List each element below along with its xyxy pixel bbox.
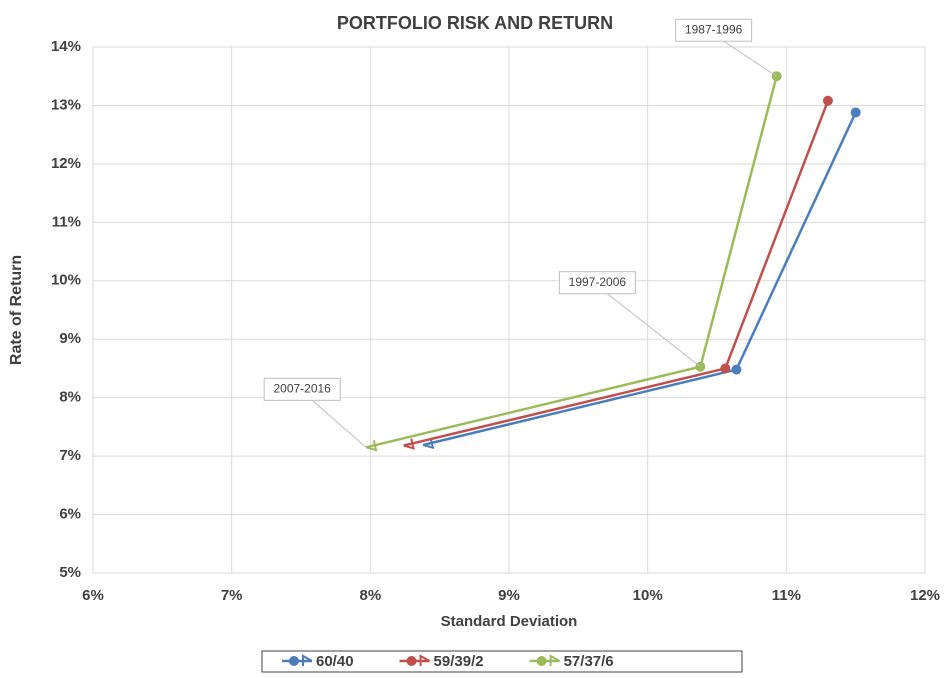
legend-box (261, 650, 743, 673)
legend-label: 59/39/2 (434, 653, 484, 670)
point-label: 1987-1996 (685, 22, 743, 36)
series-line (365, 75, 778, 449)
callout-line (723, 40, 777, 77)
point (850, 107, 861, 118)
point (731, 364, 742, 375)
legend-label: 57/37/6 (564, 653, 614, 670)
legend-marker (406, 656, 417, 666)
y-tick-label: 6% (59, 506, 81, 523)
x-axis-label: Standard Deviation (441, 613, 578, 630)
callout-line (607, 293, 701, 368)
y-tick-label: 5% (59, 564, 81, 581)
y-tick-label: 13% (51, 96, 81, 113)
x-tick-label: 9% (498, 587, 520, 604)
chart-title: PORTFOLIO RISK AND RETURN (337, 13, 613, 33)
legend-marker (536, 656, 547, 666)
y-tick-label: 11% (52, 213, 81, 230)
end-arrow (365, 440, 378, 452)
legend-marker (289, 656, 299, 666)
y-tick-label: 10% (51, 272, 81, 289)
y-tick-label: 8% (59, 389, 81, 406)
plot-border (92, 46, 926, 574)
legend-arrow (419, 654, 431, 666)
end-arrow (403, 438, 415, 450)
y-tick-label: 9% (59, 330, 81, 347)
point (822, 95, 833, 106)
x-tick-label: 8% (359, 587, 381, 604)
callout-box (558, 271, 636, 295)
point (720, 363, 731, 374)
y-axis-label: Rate of Return (8, 255, 25, 365)
x-tick-label: 12% (910, 587, 940, 604)
callout-line (311, 399, 367, 448)
x-tick-label: 7% (221, 587, 243, 604)
point-label: 2007-2016 (273, 382, 331, 396)
point-label: 1997-2006 (569, 275, 627, 289)
x-tick-label: 6% (82, 587, 104, 604)
legend-label: 60/40 (316, 653, 354, 670)
series-line (422, 111, 857, 447)
y-tick-label: 7% (59, 447, 81, 464)
end-arrow (422, 437, 435, 450)
y-tick-label: 14% (51, 38, 81, 55)
x-tick-label: 10% (633, 587, 663, 604)
legend-arrow (302, 654, 313, 666)
callout-box (675, 18, 753, 42)
x-tick-label: 11% (772, 587, 801, 604)
callout-box (263, 377, 341, 401)
legend-arrow (549, 654, 561, 666)
y-tick-label: 12% (51, 155, 81, 172)
